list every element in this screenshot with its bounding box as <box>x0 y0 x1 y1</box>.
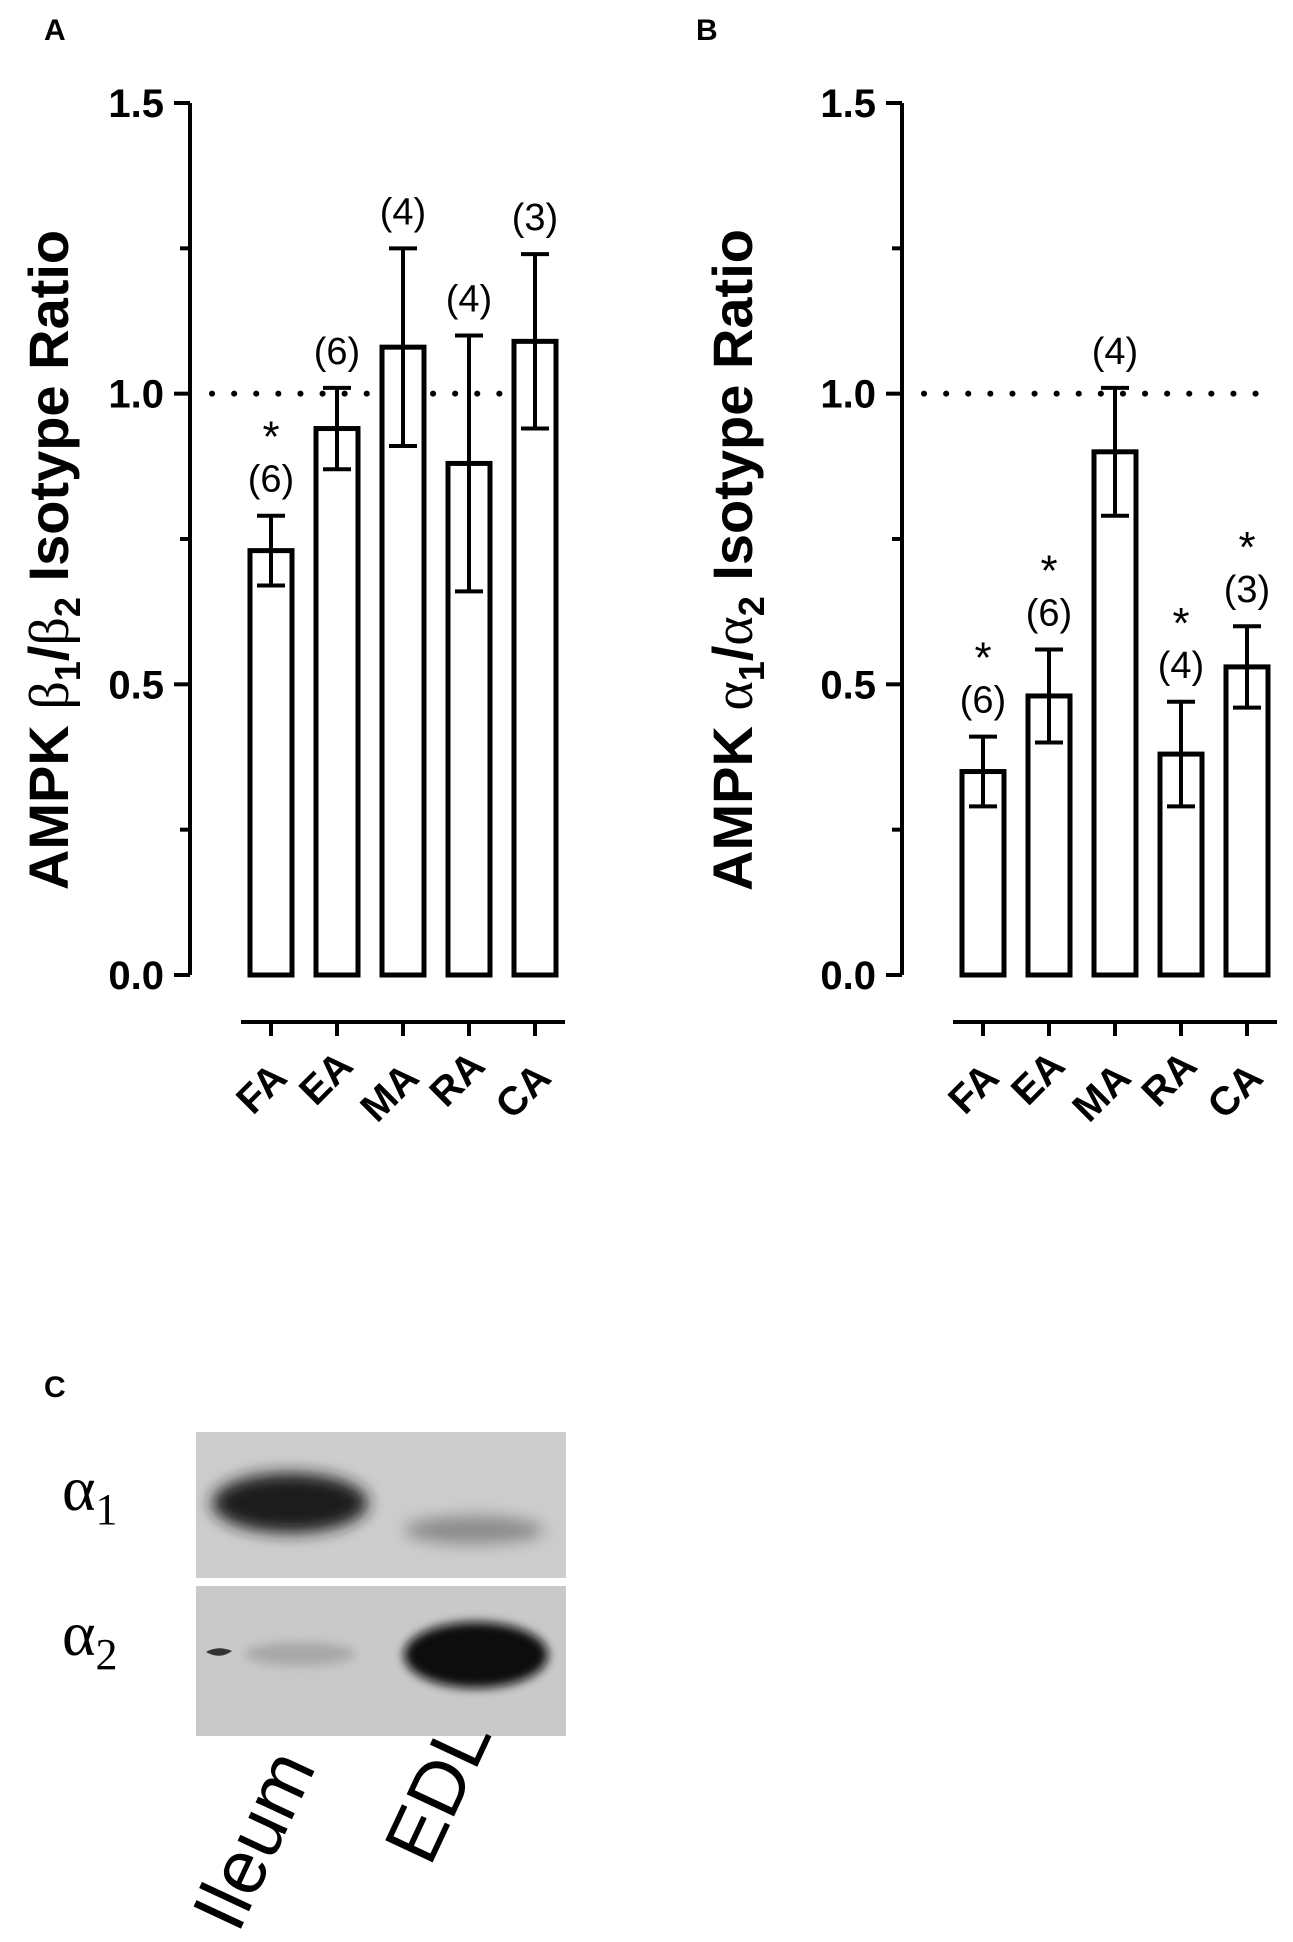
band-ileum-alpha2 <box>245 1642 355 1666</box>
panel-a-y-axis-title: AMPK β1/β2 Isotype Ratio <box>17 230 88 890</box>
panel-b-letter: B <box>696 14 718 47</box>
blot-bands-alpha1 <box>212 1473 544 1544</box>
chart-b-significance-star-EA: * <box>1040 546 1057 595</box>
panel-a-plot: 0.00.51.01.5(6)*FA(6)EA(4)MA(4)RA(3)CA <box>108 82 568 1130</box>
blot-artifact-mark <box>206 1648 232 1656</box>
chart-a-bar-CA <box>511 338 559 978</box>
panel-c: C α1 α2 Ileum EDL <box>44 1371 566 1942</box>
chart-a-significance-star-FA: * <box>262 413 279 462</box>
chart-a-y-tick-label: 0.0 <box>108 954 164 998</box>
band-edl-alpha1 <box>404 1516 544 1544</box>
chart-b-n-label-CA: (3) <box>1224 569 1270 611</box>
chart-a-n-label-FA: (6) <box>248 459 294 501</box>
band-edl-alpha2 <box>404 1622 548 1688</box>
chart-a-x-tick-label-RA: RA <box>421 1043 493 1115</box>
chart-b-n-label-RA: (4) <box>1158 645 1204 687</box>
chart-b-significance-star-FA: * <box>974 634 991 683</box>
chart-b-y-tick-label: 1.5 <box>820 82 876 126</box>
chart-b-significance-star-CA: * <box>1238 523 1255 572</box>
blot-lane-label-ileum: Ileum <box>176 1738 332 1942</box>
chart-b-x-tick-label-MA: MA <box>1064 1055 1139 1130</box>
chart-a-y-tick-label: 1.0 <box>108 373 164 417</box>
blot-row-label-alpha2: α2 <box>62 1598 118 1679</box>
chart-a-y-tick-label: 1.5 <box>108 82 164 126</box>
chart-b-significance-star-RA: * <box>1172 599 1189 648</box>
chart-b-x-tick-label-EA: EA <box>1003 1043 1073 1113</box>
chart-b-x-tick-label-RA: RA <box>1133 1043 1205 1115</box>
panel-b-plot: 0.00.51.01.5(6)*FA(6)*EA(4)MA(4)*RA(3)*C… <box>820 82 1277 1130</box>
chart-b-x-tick-label-CA: CA <box>1199 1055 1271 1127</box>
chart-b-y-tick-label: 0.0 <box>820 954 876 998</box>
panel-c-letter: C <box>44 1371 66 1404</box>
chart-b-x-tick-label-FA: FA <box>940 1055 1007 1122</box>
panel-b-y-axis-title: AMPK α1/α2 Isotype Ratio <box>701 229 772 891</box>
chart-a-bar-FA <box>247 548 295 978</box>
chart-a-n-label-MA: (4) <box>380 191 426 233</box>
blot-row-label-alpha1: α1 <box>62 1453 118 1534</box>
chart-b-n-label-FA: (6) <box>960 680 1006 722</box>
chart-a-n-label-RA: (4) <box>446 279 492 321</box>
chart-b-bar-CA <box>1223 664 1271 978</box>
chart-a-x-tick-label-CA: CA <box>487 1055 559 1127</box>
chart-b-bar-MA <box>1091 449 1139 978</box>
chart-b-y-tick-label: 1.0 <box>820 373 876 417</box>
band-ileum-alpha1 <box>212 1473 368 1533</box>
chart-b-y-tick-label: 0.5 <box>820 663 876 707</box>
chart-a-n-label-EA: (6) <box>314 331 360 373</box>
panel-a-letter: A <box>44 14 66 47</box>
chart-a-bar-RA <box>445 460 493 978</box>
chart-a-x-tick-label-FA: FA <box>228 1055 295 1122</box>
blot-bands-alpha2 <box>245 1622 548 1688</box>
chart-a-n-label-CA: (3) <box>512 197 558 239</box>
chart-a-bar-EA <box>313 426 361 978</box>
chart-a-x-tick-label-EA: EA <box>291 1043 361 1113</box>
chart-a-y-tick-label: 0.5 <box>108 663 164 707</box>
chart-b-n-label-MA: (4) <box>1092 331 1138 373</box>
panel-b: B AMPK α1/α2 Isotype Ratio 0.0 0.5 1.0 1.5 (… <box>696 14 1277 1130</box>
chart-a-x-tick-label-MA: MA <box>352 1055 427 1130</box>
panel-a: A AMPK β1/β2 Isotype Ratio 0.0 0.5 1.0 1.5 (… <box>17 14 568 1130</box>
chart-b-n-label-EA: (6) <box>1026 592 1072 634</box>
